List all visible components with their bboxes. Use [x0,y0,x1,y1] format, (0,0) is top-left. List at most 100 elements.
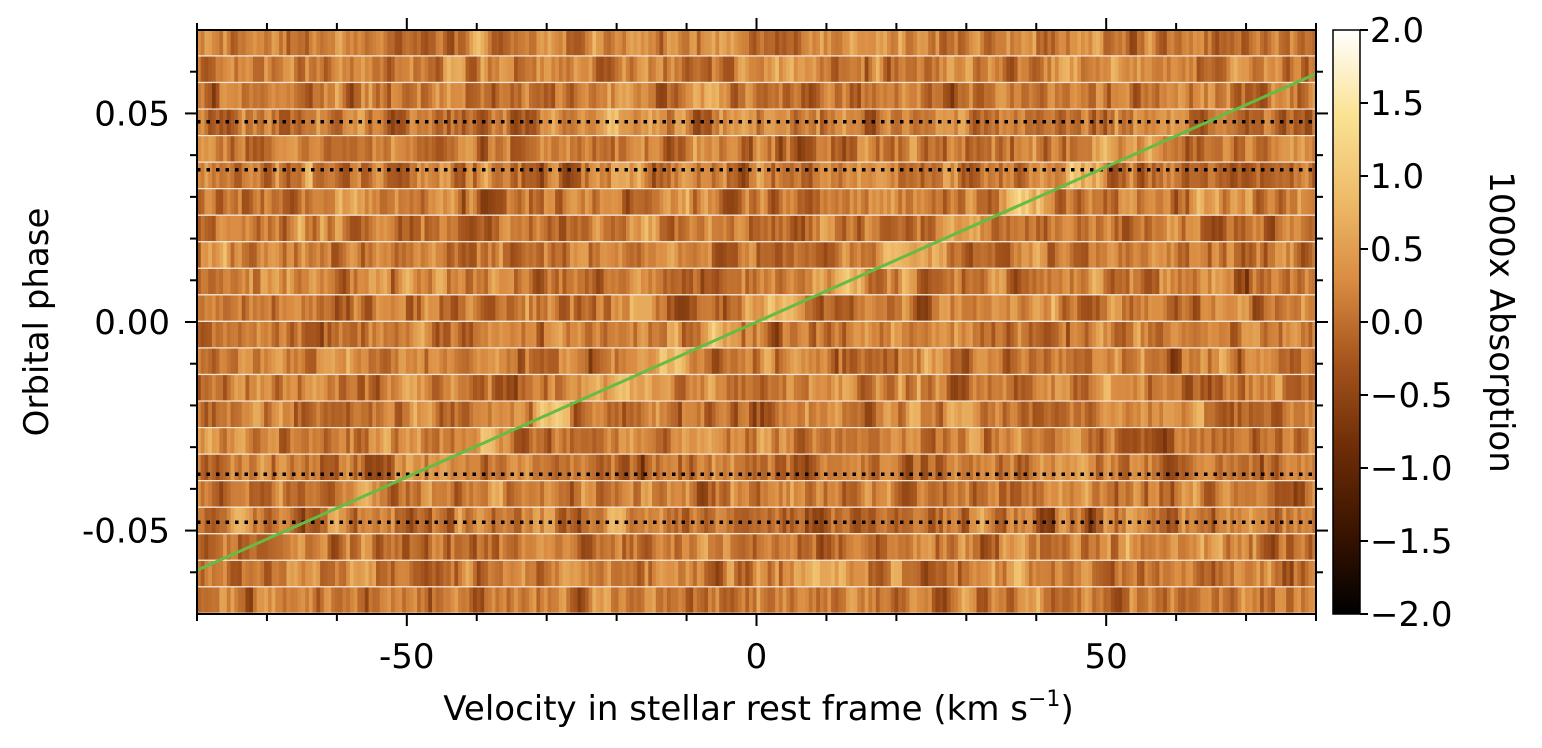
heatmap-cell [230,454,235,481]
heatmap-cell [1017,136,1022,162]
heatmap-cell [1289,348,1295,374]
heatmap-cell [338,56,344,82]
heatmap-cell [849,295,855,321]
heatmap-cell [372,428,377,454]
heatmap-cell [1062,322,1067,348]
heatmap-cell [1144,428,1149,454]
heatmap-cell [599,136,605,162]
heatmap-cell [521,295,526,321]
heatmap-cell [659,322,664,348]
heatmap-cell [745,136,750,162]
heatmap-cell [1192,215,1198,242]
heatmap-cell [708,136,713,162]
heatmap-cell [1226,401,1231,427]
heatmap-cell [1189,30,1194,56]
heatmap-cell [245,454,250,481]
heatmap-cell [935,295,940,321]
heatmap-cell [521,268,526,295]
heatmap-cell [379,295,385,321]
heatmap-cell [540,268,545,295]
heatmap-cell [875,83,881,109]
heatmap-cell [1207,162,1213,189]
heatmap-cell [1092,348,1097,374]
heatmap-cell [1237,83,1242,109]
heatmap-cell [1293,401,1298,427]
heatmap-cell [368,30,373,56]
heatmap-cell [532,83,538,109]
heatmap-cell [379,375,385,401]
heatmap-cell [1155,189,1160,215]
heatmap-cell [1174,136,1179,162]
heatmap-cell [402,30,407,56]
heatmap-cell [305,401,310,427]
heatmap-cell [734,348,739,374]
heatmap-cell [793,30,799,56]
heatmap-cell [1211,189,1216,215]
heatmap-cell [868,56,873,82]
heatmap-cell [782,348,787,374]
heatmap-cell [581,375,586,401]
heatmap-cell [364,109,370,135]
heatmap-cell [644,454,649,481]
heatmap-cell [1066,428,1071,454]
heatmap-cell [722,83,728,109]
heatmap-cell [238,348,243,374]
heatmap-cell [256,268,262,295]
heatmap-cell [961,242,966,268]
heatmap-cell [819,454,825,481]
heatmap-cell [1155,162,1160,189]
heatmap-cell [1293,56,1298,82]
heatmap-cell [1274,268,1280,295]
heatmap-cell [1192,136,1198,162]
heatmap-cell [364,454,370,481]
heatmap-cell [1200,242,1205,268]
heatmap-cell [417,375,422,401]
heatmap-cell [1312,83,1317,109]
heatmap-cell [320,295,325,321]
heatmap-cell [1233,401,1239,427]
heatmap-cell [666,189,672,215]
heatmap-cell [879,215,884,242]
heatmap-cell [387,83,392,109]
heatmap-cell [1028,295,1034,321]
heatmap-cell [398,136,403,162]
heatmap-cell [909,136,914,162]
heatmap-cell [405,375,411,401]
heatmap-cell [652,189,657,215]
heatmap-cell [648,242,653,268]
heatmap-cell [1271,56,1276,82]
heatmap-cell [782,242,787,268]
heatmap-cell [502,242,508,268]
heatmap-cell [883,242,888,268]
heatmap-cell [570,136,575,162]
heatmap-cell [424,136,429,162]
heatmap-cell [909,83,914,109]
heatmap-cell [342,428,347,454]
heatmap-cell [1051,428,1056,454]
heatmap-cell [1233,83,1239,109]
heatmap-cell [827,454,832,481]
heatmap-cell [1122,30,1127,56]
heatmap-cell [708,428,713,454]
heatmap-cell [215,401,220,427]
heatmap-cell [1263,162,1269,189]
heatmap-cell [331,215,336,242]
heatmap-cell [984,268,989,295]
heatmap-cell [1103,83,1108,109]
heatmap-cell [987,348,993,374]
heatmap-cell [234,189,239,215]
heatmap-cell [226,109,232,135]
heatmap-cell [763,136,769,162]
heatmap-cell [834,295,840,321]
heatmap-cell [704,83,709,109]
heatmap-cell [1017,375,1022,401]
heatmap-cell [1122,242,1127,268]
heatmap-cell [495,428,500,454]
heatmap-cell [514,401,519,427]
heatmap-cell [1286,162,1291,189]
heatmap-cell [1196,56,1201,82]
heatmap-cell [1245,109,1250,135]
heatmap-cell [1155,215,1160,242]
heatmap-cell [998,56,1004,82]
heatmap-cell [532,136,538,162]
